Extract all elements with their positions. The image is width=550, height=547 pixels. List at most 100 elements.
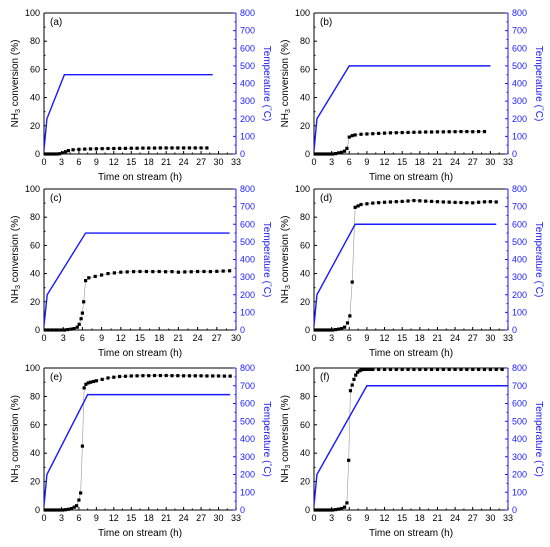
conversion-point [106, 146, 110, 151]
conversion-point [340, 150, 344, 154]
conversion-point [144, 269, 148, 274]
conversion-point [477, 129, 481, 134]
conversion-point [75, 325, 79, 329]
conversion-point [84, 382, 88, 386]
conversion-point [388, 367, 393, 372]
conversion-point [500, 367, 504, 372]
x-axis-title: Time on stream (h) [369, 348, 453, 359]
conversion-point [334, 151, 338, 156]
conversion-point [123, 146, 128, 150]
y-tick-label: 60 [300, 64, 310, 74]
x-tick-label: 9 [364, 333, 369, 343]
x-tick-label: 6 [347, 513, 352, 523]
y2-tick-label: 200 [240, 470, 255, 480]
conversion-point [216, 374, 221, 378]
conversion-point [453, 367, 457, 372]
conversion-point [441, 130, 445, 134]
conversion-point [429, 199, 434, 204]
conversion-point [129, 374, 133, 378]
conversion-point [447, 200, 451, 204]
panel-label: (f) [320, 372, 329, 383]
conversion-point [119, 270, 123, 274]
conversion-point [52, 152, 56, 156]
conversion-point [118, 146, 122, 150]
x-tick-label: 0 [41, 333, 46, 343]
y2-tick-label: 0 [240, 505, 245, 515]
conversion-point [377, 367, 381, 372]
x-tick-label: 6 [80, 333, 85, 343]
conversion-connector [45, 270, 230, 331]
conversion-point [123, 374, 128, 378]
conversion-connector [45, 375, 231, 511]
conversion-point [359, 132, 363, 136]
y2-tick-label: 0 [512, 149, 517, 159]
conversion-point [211, 374, 215, 378]
x-tick-label: 33 [231, 157, 241, 167]
conversion-point [394, 200, 398, 204]
x-tick-label: 0 [41, 157, 46, 167]
x-tick-label: 9 [364, 157, 369, 167]
x-tick-label: 27 [468, 513, 478, 523]
conversion-point [164, 146, 168, 150]
x-tick-label: 15 [135, 333, 145, 343]
conversion-point [46, 328, 51, 332]
conversion-point [182, 146, 186, 150]
y-tick-label: 20 [300, 297, 310, 307]
y2-axis-title: Temperature (°C) [261, 46, 273, 122]
conversion-point [152, 146, 157, 150]
conversion-point [83, 147, 87, 151]
conversion-point [441, 200, 445, 204]
conversion-point [157, 269, 161, 274]
y2-tick-label: 800 [512, 363, 527, 373]
conversion-point [424, 367, 428, 372]
conversion-point [147, 374, 151, 378]
y2-axis-title: Temperature (°C) [533, 46, 545, 122]
y-axis-title: NH3 conversion (%) [10, 216, 22, 304]
y-tick-label: 0 [305, 325, 310, 335]
x-tick-label: 30 [214, 513, 224, 523]
conversion-point [435, 130, 440, 134]
conversion-point [183, 270, 187, 274]
x-axis-title: Time on stream (h) [369, 172, 453, 183]
y-tick-label: 100 [295, 8, 310, 18]
conversion-point [66, 327, 70, 332]
conversion-point [441, 367, 445, 372]
conversion-point [424, 130, 428, 134]
conversion-point [488, 200, 492, 204]
y2-tick-label: 500 [240, 61, 255, 71]
y-tick-label: 80 [300, 36, 310, 46]
x-tick-label: 3 [59, 157, 64, 167]
y2-tick-label: 200 [240, 290, 255, 300]
y-axis-title: NH3 conversion (%) [10, 395, 22, 483]
x-tick-label: 24 [179, 157, 189, 167]
y-tick-label: 100 [295, 363, 310, 373]
conversion-point [164, 270, 168, 274]
conversion-point [313, 328, 317, 332]
x-tick-label: 21 [432, 333, 442, 343]
y-tick-label: 0 [35, 325, 40, 335]
x-axis-title: Time on stream (h) [98, 528, 182, 539]
conversion-point [331, 152, 335, 156]
x-tick-label: 18 [144, 513, 154, 523]
x-tick-label: 24 [450, 333, 460, 343]
y2-tick-label: 600 [240, 43, 255, 53]
conversion-point [465, 201, 469, 205]
temperature-line [43, 232, 230, 326]
y-tick-label: 80 [30, 212, 40, 222]
conversion-point [170, 146, 174, 150]
conversion-point [71, 148, 75, 152]
x-tick-label: 12 [380, 513, 390, 523]
conversion-point [400, 130, 404, 135]
panel-label: (e) [50, 372, 62, 383]
conversion-point [202, 269, 206, 274]
conversion-point [355, 370, 360, 374]
y2-tick-label: 600 [240, 219, 255, 229]
y-tick-label: 60 [30, 240, 40, 250]
conversion-point [325, 328, 329, 332]
x-tick-label: 18 [154, 333, 164, 343]
conversion-point [350, 280, 354, 284]
conversion-point [87, 276, 91, 280]
conversion-point [356, 204, 360, 208]
conversion-point [471, 130, 475, 134]
conversion-point [337, 507, 341, 511]
